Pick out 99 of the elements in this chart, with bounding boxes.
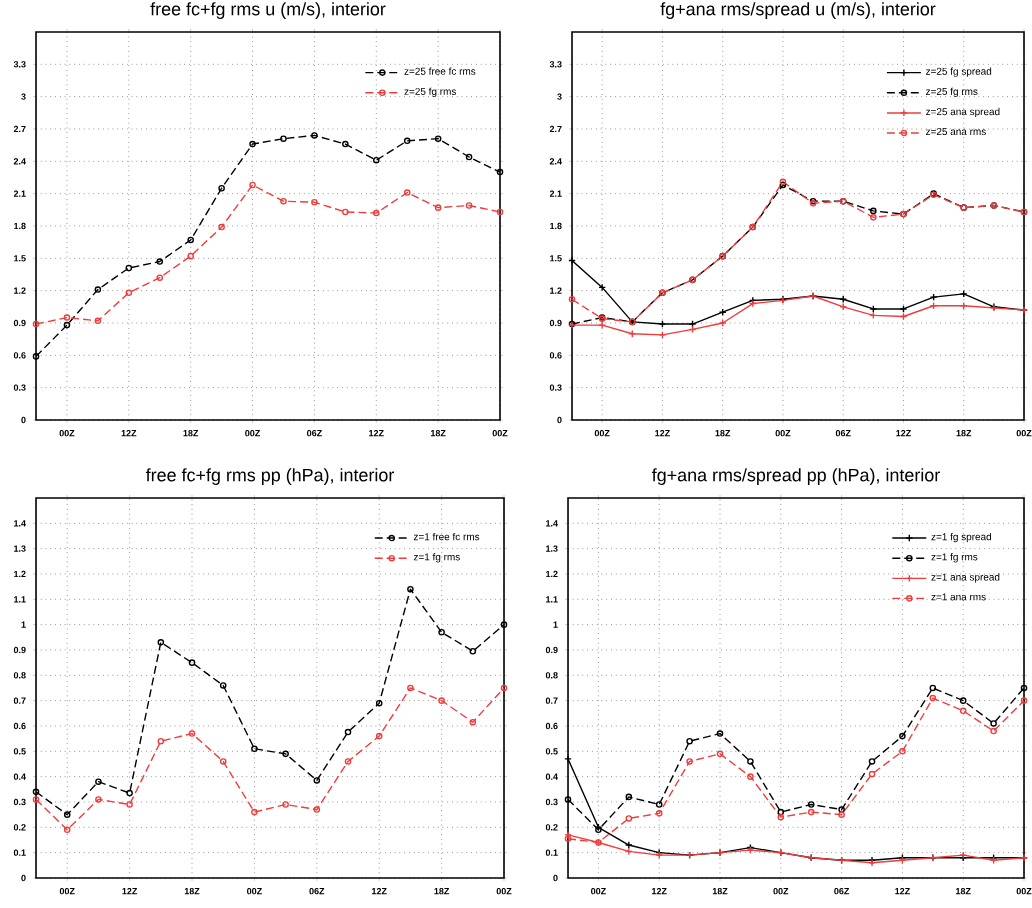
point (658, 330, 667, 339)
point (95, 796, 102, 803)
point (126, 801, 133, 808)
point (32, 353, 40, 360)
point (407, 585, 414, 593)
point (63, 811, 71, 818)
point (658, 320, 667, 328)
point (313, 806, 321, 813)
point (188, 730, 196, 737)
point (126, 789, 133, 797)
point (313, 777, 321, 784)
point (929, 293, 938, 301)
point (63, 321, 71, 329)
point (899, 305, 908, 313)
point (249, 140, 256, 148)
point (625, 793, 633, 801)
point (63, 314, 71, 321)
point (94, 286, 102, 293)
point (403, 189, 411, 196)
point (218, 223, 225, 231)
point (125, 264, 133, 272)
point (465, 153, 473, 161)
point (568, 295, 576, 303)
point (95, 778, 102, 785)
point (156, 258, 164, 265)
point (434, 135, 442, 142)
point (870, 214, 877, 221)
point (899, 732, 906, 740)
point (868, 758, 876, 765)
point (187, 252, 194, 260)
point (280, 197, 287, 205)
point (125, 289, 133, 297)
point (403, 137, 411, 145)
point (188, 659, 196, 666)
point (375, 732, 383, 740)
point (929, 684, 937, 692)
point (282, 801, 289, 808)
point (372, 156, 380, 164)
point (32, 796, 40, 803)
point (747, 758, 754, 765)
point (959, 697, 967, 704)
point (655, 810, 663, 817)
chart-title: fg+ana rms/spread u (m/s), interior (660, 2, 936, 19)
point (959, 707, 967, 715)
point (686, 758, 693, 765)
point (342, 140, 349, 148)
point (372, 209, 380, 217)
point (407, 684, 414, 692)
point (249, 181, 256, 189)
point (438, 697, 445, 704)
point (688, 320, 697, 328)
point (63, 826, 71, 834)
point (434, 204, 442, 211)
point (807, 808, 815, 816)
point (869, 305, 878, 313)
point (251, 808, 258, 816)
point (157, 737, 165, 745)
point (251, 745, 258, 753)
point (870, 207, 877, 215)
point (777, 813, 785, 821)
point (342, 208, 349, 216)
point (187, 236, 194, 244)
point (375, 699, 383, 707)
point (469, 718, 477, 726)
chart-title: fg+ana rms/spread pp (hPa), interior (651, 468, 940, 485)
point (219, 682, 227, 689)
point (990, 727, 997, 735)
point (282, 750, 289, 758)
point (32, 788, 40, 796)
point (469, 647, 477, 655)
point (716, 750, 724, 758)
point (716, 730, 724, 737)
point (747, 773, 754, 780)
point (655, 801, 663, 808)
point (564, 796, 572, 803)
point (156, 274, 164, 281)
point (280, 135, 287, 142)
point (344, 758, 352, 765)
point (500, 621, 508, 628)
point (807, 801, 815, 808)
point (311, 198, 318, 206)
point (94, 317, 102, 325)
point (157, 639, 165, 646)
point (899, 748, 906, 755)
point (990, 720, 997, 727)
point (311, 132, 318, 139)
point (838, 806, 845, 813)
point (438, 628, 445, 636)
point (868, 770, 876, 778)
point (1020, 697, 1028, 704)
point (218, 184, 225, 192)
point (686, 737, 693, 745)
point (838, 811, 845, 818)
point (625, 815, 633, 822)
point (598, 283, 607, 292)
chart-title: free fc+fg rms u (m/s), interior (150, 2, 386, 19)
chart-title: free fc+fg rms pp (hPa), interior (145, 468, 395, 485)
point (219, 758, 227, 765)
point (465, 202, 473, 209)
